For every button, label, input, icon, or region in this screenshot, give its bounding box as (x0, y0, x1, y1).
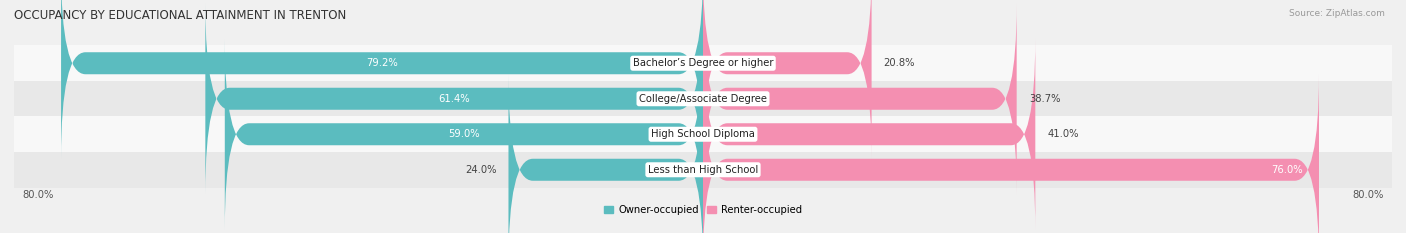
Text: 79.2%: 79.2% (366, 58, 398, 68)
FancyBboxPatch shape (225, 39, 703, 230)
Text: 41.0%: 41.0% (1047, 129, 1078, 139)
FancyBboxPatch shape (205, 3, 703, 194)
Bar (14, 81, 1392, 116)
Legend: Owner-occupied, Renter-occupied: Owner-occupied, Renter-occupied (600, 201, 806, 219)
FancyBboxPatch shape (703, 0, 872, 159)
Text: Source: ZipAtlas.com: Source: ZipAtlas.com (1289, 9, 1385, 18)
FancyBboxPatch shape (703, 3, 1017, 194)
FancyBboxPatch shape (60, 0, 703, 159)
Bar (14, 45, 1392, 81)
Text: High School Diploma: High School Diploma (651, 129, 755, 139)
Text: 59.0%: 59.0% (449, 129, 479, 139)
Text: OCCUPANCY BY EDUCATIONAL ATTAINMENT IN TRENTON: OCCUPANCY BY EDUCATIONAL ATTAINMENT IN T… (14, 9, 346, 22)
Text: 24.0%: 24.0% (465, 165, 496, 175)
Text: 61.4%: 61.4% (439, 94, 470, 104)
Text: 80.0%: 80.0% (22, 190, 53, 200)
Text: 20.8%: 20.8% (884, 58, 915, 68)
Text: Bachelor’s Degree or higher: Bachelor’s Degree or higher (633, 58, 773, 68)
Bar (14, 116, 1392, 152)
FancyBboxPatch shape (703, 74, 1319, 233)
Text: College/Associate Degree: College/Associate Degree (638, 94, 768, 104)
Text: 38.7%: 38.7% (1029, 94, 1060, 104)
Text: 76.0%: 76.0% (1271, 165, 1303, 175)
FancyBboxPatch shape (703, 39, 1035, 230)
Bar (14, 152, 1392, 188)
FancyBboxPatch shape (509, 74, 703, 233)
Text: 80.0%: 80.0% (1353, 190, 1384, 200)
Text: Less than High School: Less than High School (648, 165, 758, 175)
